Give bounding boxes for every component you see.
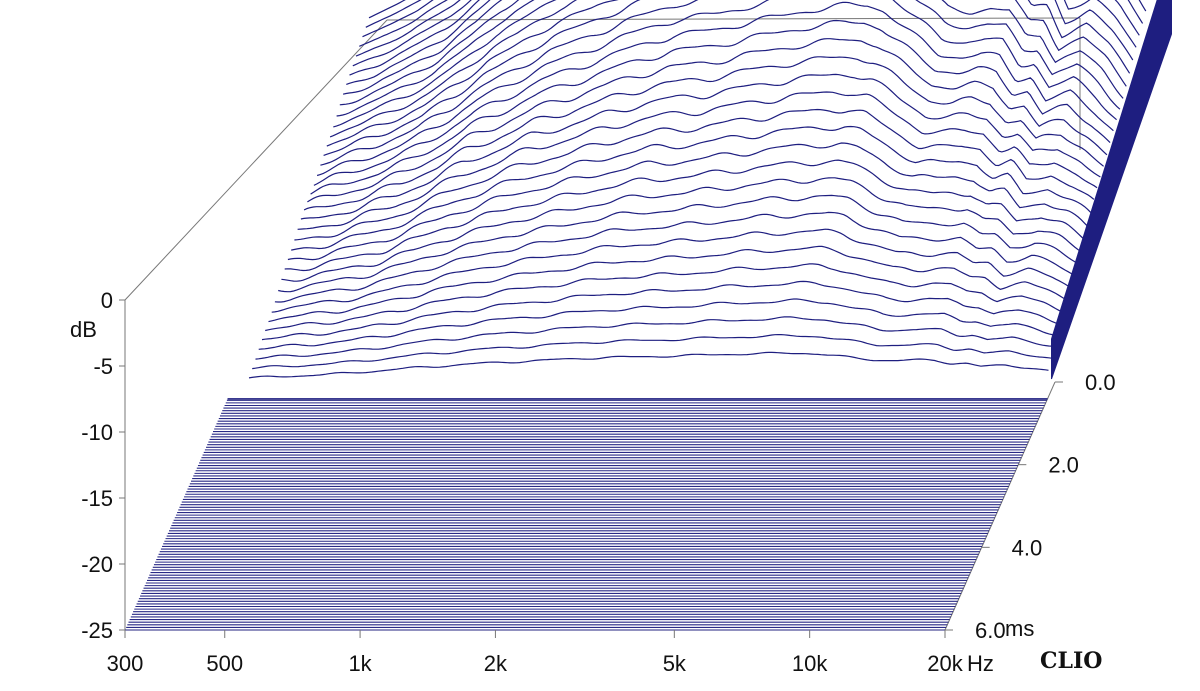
z-tick-label: 4.0: [1012, 535, 1043, 560]
x-tick-label: 300: [107, 651, 144, 676]
z-axis-line: [944, 381, 1056, 631]
decay-slice: [281, 177, 1082, 282]
decay-slice: [261, 280, 1062, 341]
decay-slice: [248, 351, 1049, 379]
floor-lines: [125, 398, 1048, 631]
x-tick-label: 5k: [663, 651, 687, 676]
y-tick-label: -25: [81, 618, 113, 643]
y-tick-label: 0: [101, 288, 113, 313]
decay-slice: [329, 0, 1131, 138]
decay-slice: [268, 245, 1069, 323]
decay-slice: [271, 228, 1072, 313]
z-tick-label: 2.0: [1048, 453, 1079, 478]
top-back-edge: [386, 17, 1081, 21]
y-tick-label: -10: [81, 420, 113, 445]
y-tick-label: -15: [81, 486, 113, 511]
decay-slice: [252, 334, 1052, 370]
decay-slice: [359, 0, 448, 47]
decay-slice: [284, 159, 1085, 272]
decay-slice: [349, 0, 480, 76]
decay-slice: [287, 142, 1088, 261]
z-axis-unit-label: ms: [1005, 616, 1034, 641]
z-tick-label: 0.0: [1085, 370, 1116, 395]
decay-slice: [300, 73, 1101, 220]
decay-slice: [278, 194, 1079, 293]
decay-slice: [320, 0, 1121, 166]
decay-slice: [265, 263, 1065, 332]
z-axis-ticks: 0.0 2.0 4.0 6.0: [945, 370, 1116, 643]
x-tick-label: 10k: [792, 651, 828, 676]
x-axis-unit-label: Hz: [967, 651, 994, 676]
decay-slice: [258, 298, 1059, 350]
decay-slice: [333, 0, 1134, 128]
decay-slice: [274, 211, 1075, 303]
decay-slice: [326, 0, 1127, 147]
decay-slice: [316, 0, 1117, 177]
decay-slice: [323, 0, 1124, 156]
x-tick-label: 1k: [348, 651, 372, 676]
decay-slice: [303, 56, 1104, 211]
y-axis-label: dB: [70, 317, 97, 342]
x-tick-label: 2k: [484, 651, 508, 676]
y-tick-label: -20: [81, 552, 113, 577]
decay-slice: [291, 125, 1092, 251]
decay-slice: [336, 0, 1137, 117]
decay-slice: [255, 316, 1056, 360]
end-panel: [1051, 0, 1172, 380]
decay-slice: [310, 19, 1111, 195]
y-axis-ticks: 0 -5 -10 -15 -20 -25: [81, 288, 125, 643]
decay-slice: [339, 0, 1140, 106]
top-left-edge: [124, 19, 388, 301]
x-tick-label: 500: [206, 651, 243, 676]
decay-slice: [355, 0, 461, 57]
decay-slice: [313, 1, 1114, 186]
decay-slice: [307, 38, 1108, 203]
x-tick-label: 20k: [927, 651, 963, 676]
x-axis-ticks: 300 500 1k 2k 5k 10k 20k: [107, 630, 964, 676]
decay-slice: [342, 0, 1144, 95]
z-tick-label: 6.0: [975, 618, 1006, 643]
y-tick-label: -5: [93, 354, 113, 379]
decay-slices: [248, 0, 1172, 380]
decay-slice: [346, 0, 1147, 85]
decay-slice: [297, 91, 1098, 230]
brand-label: CLIO: [1040, 648, 1102, 674]
decay-slice: [294, 108, 1095, 241]
